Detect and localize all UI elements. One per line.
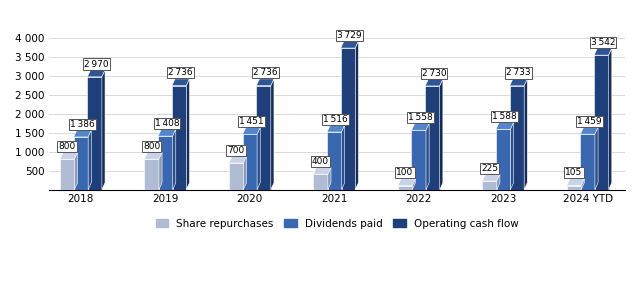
Polygon shape (425, 79, 443, 86)
Polygon shape (256, 79, 274, 86)
Polygon shape (412, 124, 429, 130)
Polygon shape (496, 123, 514, 129)
Polygon shape (257, 128, 260, 190)
Polygon shape (145, 152, 162, 159)
Text: 2 736: 2 736 (168, 68, 193, 77)
Polygon shape (425, 86, 440, 190)
Text: 3 542: 3 542 (591, 38, 615, 47)
Text: 2 970: 2 970 (84, 59, 109, 68)
Polygon shape (60, 159, 74, 190)
Text: 2 733: 2 733 (506, 68, 531, 78)
Polygon shape (271, 79, 274, 190)
Text: 225: 225 (481, 164, 498, 173)
Polygon shape (159, 152, 162, 190)
Polygon shape (509, 86, 524, 190)
Polygon shape (497, 174, 500, 190)
Text: 1 459: 1 459 (577, 117, 602, 126)
Text: 2 730: 2 730 (422, 68, 446, 78)
Text: 400: 400 (312, 157, 329, 166)
Text: 1 558: 1 558 (408, 113, 433, 122)
Polygon shape (256, 86, 271, 190)
Polygon shape (88, 70, 105, 77)
Polygon shape (229, 163, 243, 190)
Text: 3 729: 3 729 (337, 31, 362, 40)
Polygon shape (243, 134, 257, 190)
Text: 1 408: 1 408 (155, 119, 179, 128)
Polygon shape (524, 79, 527, 190)
Polygon shape (412, 130, 426, 190)
Polygon shape (580, 134, 595, 190)
Polygon shape (355, 41, 358, 190)
Polygon shape (340, 48, 355, 190)
Polygon shape (482, 174, 500, 181)
Polygon shape (440, 79, 443, 190)
Polygon shape (88, 130, 92, 190)
Text: 800: 800 (143, 142, 160, 151)
Polygon shape (74, 152, 77, 190)
Text: 1 451: 1 451 (239, 117, 264, 126)
Text: 100: 100 (396, 168, 413, 177)
Text: 1 516: 1 516 (323, 115, 348, 124)
Polygon shape (74, 137, 88, 190)
Polygon shape (482, 181, 497, 190)
Polygon shape (511, 123, 514, 190)
Polygon shape (327, 125, 345, 132)
Text: 700: 700 (227, 146, 244, 155)
Polygon shape (340, 41, 358, 48)
Polygon shape (509, 79, 527, 86)
Polygon shape (412, 179, 415, 190)
Polygon shape (74, 130, 92, 137)
Polygon shape (566, 179, 584, 186)
Polygon shape (328, 168, 331, 190)
Text: 1 386: 1 386 (70, 120, 95, 128)
Polygon shape (327, 132, 342, 190)
Text: 1 588: 1 588 (492, 112, 517, 121)
Text: 2 736: 2 736 (253, 68, 277, 77)
Polygon shape (88, 77, 102, 190)
Polygon shape (594, 55, 609, 190)
Polygon shape (609, 48, 612, 190)
Polygon shape (580, 127, 598, 134)
Polygon shape (173, 129, 176, 190)
Polygon shape (566, 186, 581, 190)
Polygon shape (186, 79, 189, 190)
Polygon shape (172, 79, 189, 86)
Polygon shape (314, 168, 331, 174)
Polygon shape (342, 125, 345, 190)
Polygon shape (426, 124, 429, 190)
Polygon shape (158, 136, 173, 190)
Polygon shape (172, 86, 186, 190)
Polygon shape (60, 152, 77, 159)
Polygon shape (581, 179, 584, 190)
Polygon shape (397, 179, 415, 186)
Polygon shape (243, 156, 246, 190)
Polygon shape (243, 128, 260, 134)
Polygon shape (145, 159, 159, 190)
Polygon shape (594, 48, 612, 55)
Text: 105: 105 (565, 168, 582, 177)
Polygon shape (595, 127, 598, 190)
Polygon shape (314, 174, 328, 190)
Polygon shape (229, 156, 246, 163)
Legend: Share repurchases, Dividends paid, Operating cash flow: Share repurchases, Dividends paid, Opera… (152, 215, 523, 233)
Text: 800: 800 (58, 142, 76, 151)
Polygon shape (102, 70, 105, 190)
Polygon shape (397, 186, 412, 190)
Polygon shape (158, 129, 176, 136)
Polygon shape (496, 129, 511, 190)
